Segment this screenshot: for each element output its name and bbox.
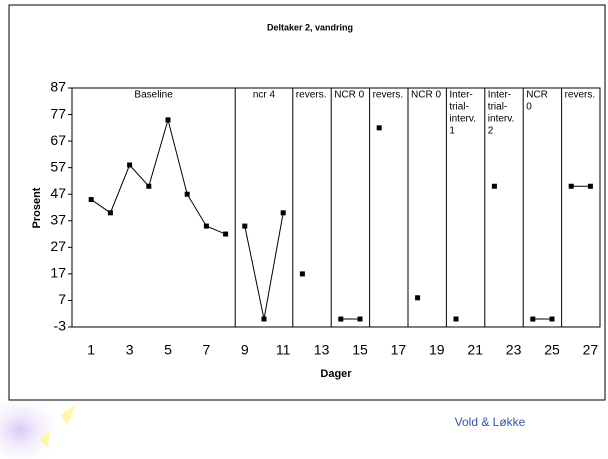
x-tick-label: 3	[126, 342, 134, 358]
phase-label: ncr 4	[253, 90, 276, 101]
data-point	[530, 316, 536, 322]
data-point	[165, 117, 171, 123]
y-tick-label: 57	[50, 158, 66, 174]
y-tick-label: 17	[50, 265, 66, 281]
x-tick-label: 1	[87, 342, 95, 358]
x-tick-label: 15	[352, 342, 368, 358]
data-point	[357, 316, 363, 322]
phase-label: revers.	[373, 90, 404, 101]
x-tick-label: 9	[241, 342, 249, 358]
phase-label: Inter-	[449, 90, 472, 101]
phase-label: trial-	[488, 102, 507, 113]
phase-label: interv.	[449, 114, 476, 125]
chart-frame	[8, 4, 606, 401]
phase-label: 1	[449, 126, 455, 137]
data-point	[107, 210, 113, 216]
y-tick-label: 87	[50, 79, 66, 95]
decoration	[40, 430, 50, 448]
x-tick-label: 19	[429, 342, 445, 358]
x-tick-label: 7	[203, 342, 211, 358]
data-point	[146, 183, 152, 189]
data-point	[203, 223, 209, 229]
data-point	[568, 183, 574, 189]
phase-label: Baseline	[134, 90, 173, 101]
data-point	[587, 183, 593, 189]
data-point	[549, 316, 555, 322]
data-point	[376, 125, 382, 131]
data-point	[415, 295, 421, 301]
data-point	[223, 231, 229, 237]
y-tick-label: 67	[50, 132, 66, 148]
phase-label: revers.	[565, 90, 596, 101]
decoration	[0, 390, 65, 459]
data-point	[338, 316, 344, 322]
phase-label: 2	[488, 126, 494, 137]
decoration	[60, 405, 75, 425]
y-tick-label: 37	[50, 211, 66, 227]
y-tick-label: 47	[50, 185, 66, 201]
data-point	[88, 197, 94, 203]
phase-label: trial-	[449, 102, 468, 113]
footer: Vold & Løkke	[455, 415, 526, 429]
y-tick-label: 7	[58, 291, 66, 307]
phase-label: 0	[526, 102, 532, 113]
data-point	[261, 316, 267, 322]
x-tick-label: 17	[391, 342, 407, 358]
phase-label: interv.	[488, 114, 515, 125]
x-tick-label: 5	[164, 342, 172, 358]
y-tick-label: 77	[50, 105, 66, 121]
phase-label: NCR	[526, 90, 548, 101]
data-point	[299, 271, 305, 277]
data-point	[280, 210, 286, 216]
chart-title: Deltaker 2, vandring	[267, 22, 353, 32]
data-point	[127, 162, 133, 168]
y-axis-label: Prosent	[31, 187, 43, 228]
phase-label: revers.	[296, 90, 327, 101]
x-tick-label: 23	[506, 342, 522, 358]
x-axis-label: Dager	[320, 368, 352, 380]
x-tick-label: 27	[583, 342, 599, 358]
phase-label: Inter-	[488, 90, 511, 101]
x-tick-label: 11	[276, 342, 291, 358]
plot-area	[71, 87, 601, 328]
y-tick-label: -3	[54, 318, 67, 334]
x-tick-label: 21	[467, 342, 483, 358]
data-point	[242, 223, 248, 229]
data-point	[453, 316, 459, 322]
x-tick-label: 13	[314, 342, 330, 358]
data-point	[491, 183, 497, 189]
phase-label: NCR 0	[334, 90, 364, 101]
phase-label: NCR 0	[411, 90, 441, 101]
data-line	[90, 117, 226, 235]
data-point	[184, 191, 190, 197]
x-tick-label: 25	[544, 342, 560, 358]
y-tick-label: 27	[50, 238, 66, 254]
